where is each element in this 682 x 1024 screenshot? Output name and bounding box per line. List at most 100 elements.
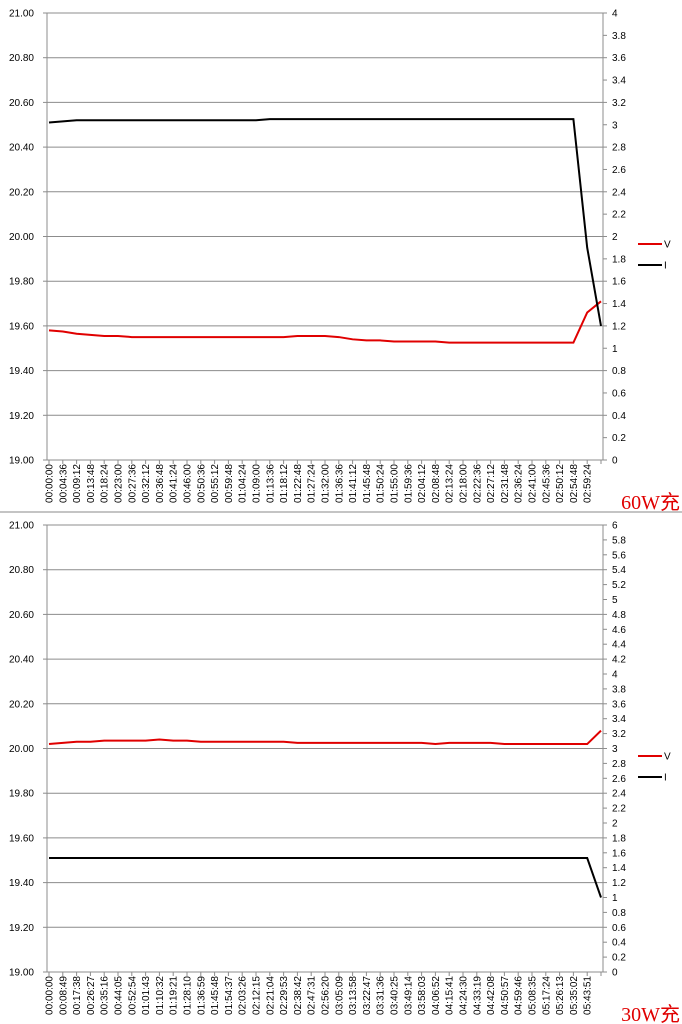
x-tick-label: 01:54:37: [224, 976, 235, 1015]
y2-tick-label: 0.2: [612, 953, 626, 964]
x-tick-label: 04:15:41: [445, 976, 456, 1015]
x-tick-label: 01:10:32: [155, 976, 166, 1015]
y2-tick-label: 2.6: [612, 774, 626, 785]
x-tick-label: 02:03:26: [238, 976, 249, 1015]
x-tick-label: 00:52:54: [127, 976, 138, 1015]
x-tick-label: 04:24:30: [459, 976, 470, 1015]
y-tick-label: 20.20: [9, 187, 34, 198]
y2-tick-label: 2.4: [612, 187, 626, 198]
y2-tick-label: 4.8: [612, 610, 626, 621]
x-tick-label: 01:59:36: [403, 464, 414, 503]
x-tick-label: 05:35:02: [569, 976, 580, 1015]
x-tick-label: 00:50:36: [196, 464, 207, 503]
y2-tick-label: 1.6: [612, 277, 626, 288]
y2-tick-label: 0.4: [612, 411, 626, 422]
y-tick-label: 19.20: [9, 923, 34, 934]
y2-tick-label: 3: [612, 120, 618, 131]
y2-tick-label: 0.2: [612, 433, 626, 444]
x-tick-label: 02:31:48: [500, 464, 511, 503]
y-tick-label: 21.00: [9, 9, 34, 20]
legend-label: V: [664, 240, 671, 251]
x-tick-label: 02:41:00: [528, 464, 539, 503]
y2-tick-label: 4.4: [612, 640, 626, 651]
y2-tick-label: 0.8: [612, 366, 626, 377]
x-tick-label: 01:28:10: [183, 976, 194, 1015]
x-tick-label: 04:42:08: [486, 976, 497, 1015]
series-line: [48, 300, 602, 344]
x-tick-label: 01:13:36: [265, 464, 276, 503]
x-tick-label: 02:21:04: [265, 976, 276, 1015]
x-tick-label: 01:18:12: [279, 464, 290, 503]
x-tick-label: 00:27:36: [127, 464, 138, 503]
y2-tick-label: 3.4: [612, 714, 626, 725]
x-tick-label: 04:06:52: [431, 976, 442, 1015]
y2-tick-label: 5.6: [612, 550, 626, 561]
y2-tick-label: 5.8: [612, 535, 626, 546]
x-tick-label: 03:22:47: [362, 976, 373, 1015]
legend-label: V: [664, 752, 671, 763]
x-tick-label: 03:31:36: [376, 976, 387, 1015]
x-tick-label: 00:32:12: [141, 464, 152, 503]
y-tick-label: 20.60: [9, 610, 34, 621]
y-tick-label: 20.40: [9, 655, 34, 666]
x-tick-label: 01:45:48: [362, 464, 373, 503]
x-tick-label: 02:08:48: [431, 464, 442, 503]
y-tick-label: 19.60: [9, 833, 34, 844]
y2-tick-label: 3.6: [612, 699, 626, 710]
x-tick-label: 00:36:48: [155, 464, 166, 503]
y2-tick-label: 1: [612, 344, 618, 355]
x-tick-label: 00:55:12: [210, 464, 221, 503]
y2-tick-label: 1.2: [612, 878, 626, 889]
x-tick-label: 01:01:43: [141, 976, 152, 1015]
x-tick-label: 00:59:48: [224, 464, 235, 503]
x-tick-label: 03:40:25: [390, 976, 401, 1015]
y2-tick-label: 4.6: [612, 625, 626, 636]
y2-tick-label: 3.8: [612, 31, 626, 42]
y2-tick-label: 5: [612, 595, 618, 606]
y-tick-label: 20.00: [9, 232, 34, 243]
y2-tick-label: 2.2: [612, 210, 626, 221]
y2-tick-label: 3.8: [612, 684, 626, 695]
y2-tick-label: 1.8: [612, 254, 626, 265]
y2-tick-label: 6: [612, 521, 618, 532]
x-tick-label: 02:47:31: [307, 976, 318, 1015]
x-tick-label: 01:22:48: [293, 464, 304, 503]
x-tick-label: 01:36:36: [334, 464, 345, 503]
x-tick-label: 01:50:24: [376, 464, 387, 503]
y-tick-label: 20.80: [9, 565, 34, 576]
x-tick-label: 01:45:48: [210, 976, 221, 1015]
y2-tick-label: 1.6: [612, 848, 626, 859]
y2-tick-label: 3.4: [612, 76, 626, 87]
y2-tick-label: 1.2: [612, 321, 626, 332]
x-tick-label: 03:58:03: [417, 976, 428, 1015]
x-tick-label: 02:29:53: [279, 976, 290, 1015]
x-tick-label: 02:13:24: [445, 464, 456, 503]
x-tick-label: 01:09:00: [252, 464, 263, 503]
x-tick-label: 00:26:27: [86, 976, 97, 1015]
y-tick-label: 20.60: [9, 98, 34, 109]
x-tick-label: 02:56:20: [321, 976, 332, 1015]
x-tick-label: 02:12:15: [252, 976, 263, 1015]
x-tick-label: 02:54:48: [569, 464, 580, 503]
y2-tick-label: 3: [612, 744, 618, 755]
y2-tick-label: 5.4: [612, 565, 626, 576]
x-tick-label: 02:59:24: [583, 464, 594, 503]
y-tick-label: 19.80: [9, 789, 34, 800]
y2-tick-label: 1: [612, 893, 618, 904]
x-tick-label: 05:17:24: [541, 976, 552, 1015]
y2-tick-label: 0.6: [612, 923, 626, 934]
series-line: [48, 118, 602, 327]
x-tick-label: 04:50:57: [500, 976, 511, 1015]
x-tick-label: 01:19:21: [169, 976, 180, 1015]
x-tick-label: 02:36:24: [514, 464, 525, 503]
y-tick-label: 20.80: [9, 53, 34, 64]
y2-tick-label: 3.2: [612, 729, 626, 740]
x-tick-label: 00:17:38: [72, 976, 83, 1015]
x-tick-label: 03:49:14: [403, 976, 414, 1015]
y-tick-label: 21.00: [9, 521, 34, 532]
x-tick-label: 02:38:42: [293, 976, 304, 1015]
y2-tick-label: 2.8: [612, 143, 626, 154]
x-tick-label: 02:27:12: [486, 464, 497, 503]
y2-tick-label: 2.2: [612, 804, 626, 815]
